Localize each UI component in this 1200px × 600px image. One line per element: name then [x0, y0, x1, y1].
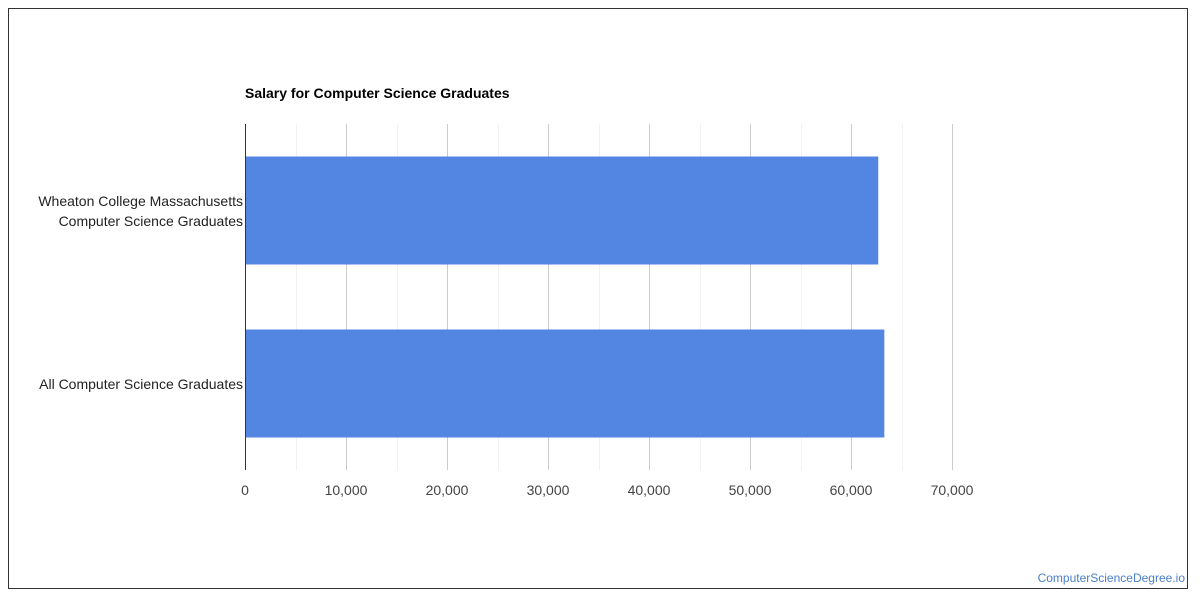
chart-title: Salary for Computer Science Graduates — [245, 85, 510, 101]
x-tick-label: 70,000 — [931, 482, 974, 498]
site-link[interactable]: ComputerScienceDegree.io — [1037, 571, 1185, 585]
x-tick-label: 10,000 — [325, 482, 368, 498]
category-label: Wheaton College Massachusetts Computer Sc… — [38, 191, 243, 231]
x-tick-label: 40,000 — [628, 482, 671, 498]
x-tick-label: 60,000 — [830, 482, 873, 498]
bar-1 — [245, 156, 879, 265]
category-label-line: Computer Science Graduates — [58, 212, 243, 229]
category-label-line: Wheaton College Massachusetts — [38, 192, 243, 209]
x-tick-label: 20,000 — [426, 482, 469, 498]
category-label-line: All Computer Science Graduates — [39, 375, 243, 392]
x-tick-label: 50,000 — [729, 482, 772, 498]
bar-2 — [245, 329, 885, 438]
category-label: All Computer Science Graduates — [39, 374, 243, 394]
chart-frame — [8, 8, 1188, 589]
x-tick-label: 30,000 — [527, 482, 570, 498]
x-tick-label: 0 — [241, 482, 249, 498]
